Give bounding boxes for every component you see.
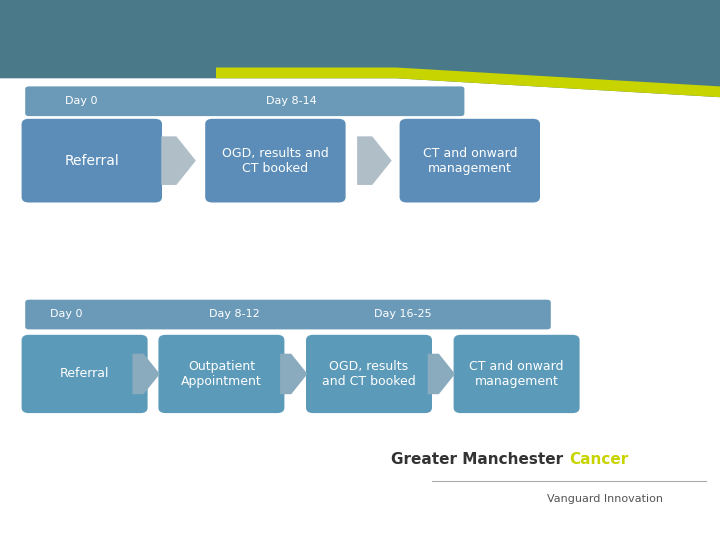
Polygon shape [357,136,392,185]
Text: Upper GI Pathway Flowchart: Upper GI Pathway Flowchart [116,21,604,50]
FancyBboxPatch shape [158,335,284,413]
Text: CT and onward
management: CT and onward management [423,147,517,174]
Polygon shape [132,354,160,394]
Text: Vanguard Innovation: Vanguard Innovation [546,495,663,504]
Polygon shape [280,354,307,394]
Text: Day 16-25: Day 16-25 [374,309,432,319]
FancyBboxPatch shape [25,86,464,116]
Text: Day 8-12: Day 8-12 [209,309,259,319]
Text: OGD, results
and CT booked: OGD, results and CT booked [322,360,416,388]
FancyBboxPatch shape [205,119,346,202]
FancyBboxPatch shape [22,119,162,202]
Text: Day 0: Day 0 [65,96,97,106]
Text: Referral: Referral [60,367,109,381]
Text: Day 0: Day 0 [50,309,83,319]
Text: Outpatient
Appointment: Outpatient Appointment [181,360,262,388]
Polygon shape [428,354,455,394]
Text: Cancer: Cancer [569,451,628,467]
Text: OGD, results and
CT booked: OGD, results and CT booked [222,147,329,174]
FancyBboxPatch shape [454,335,580,413]
Polygon shape [161,136,196,185]
Text: Referral: Referral [64,154,120,167]
Text: CT and onward
management: CT and onward management [469,360,564,388]
FancyBboxPatch shape [400,119,540,202]
Text: Greater Manchester: Greater Manchester [392,451,569,467]
Text: Day 8-14: Day 8-14 [266,96,317,106]
FancyBboxPatch shape [25,300,551,329]
FancyBboxPatch shape [22,335,148,413]
FancyBboxPatch shape [306,335,432,413]
